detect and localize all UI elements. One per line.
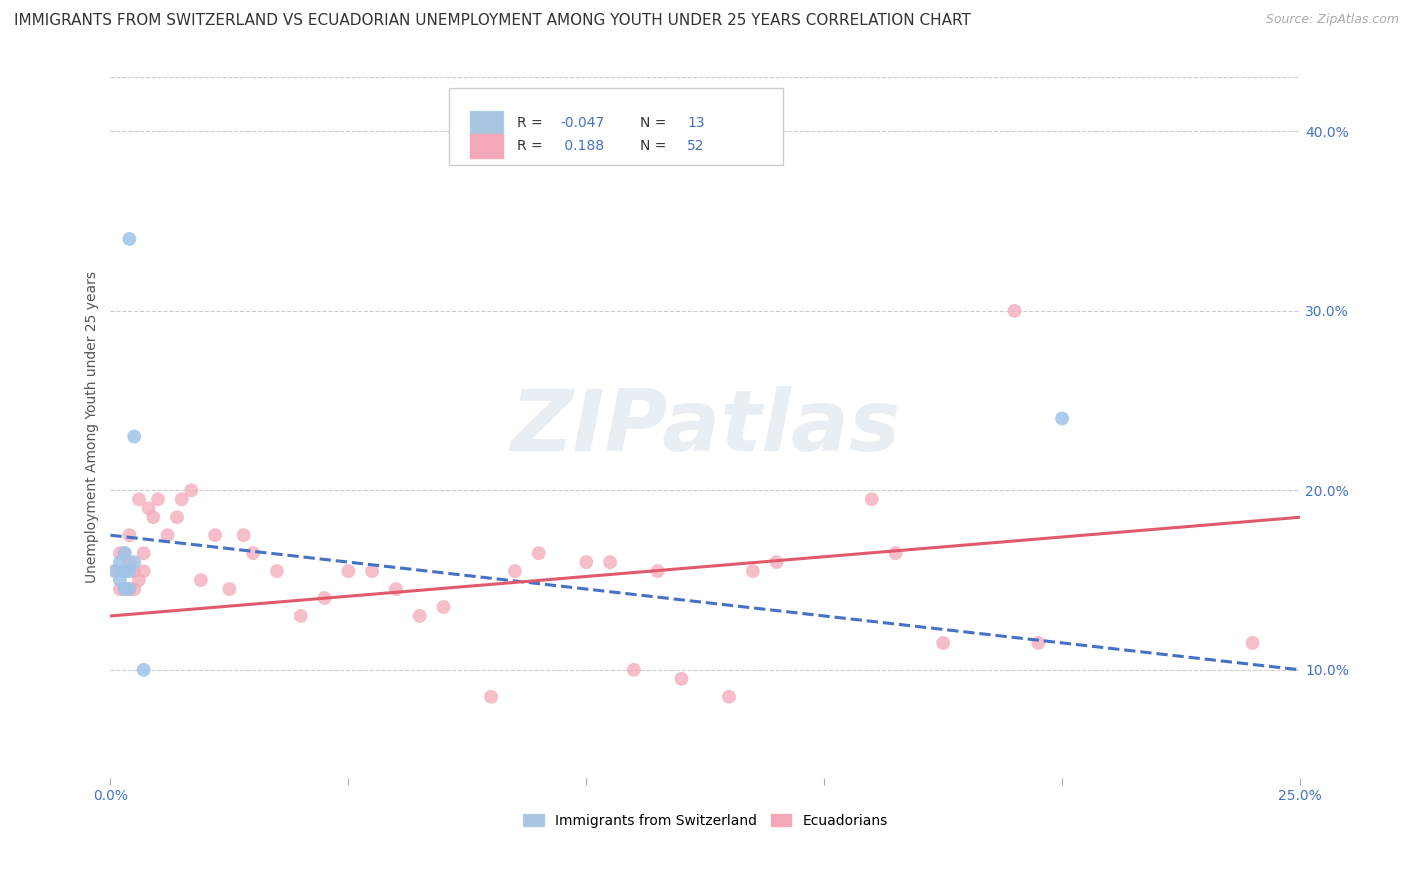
Point	[104, 564, 127, 578]
Point	[122, 564, 145, 578]
Point	[122, 555, 145, 569]
Point	[385, 582, 408, 596]
Point	[142, 510, 165, 524]
Point	[180, 483, 202, 498]
Point	[765, 555, 787, 569]
FancyBboxPatch shape	[470, 111, 503, 136]
Point	[432, 599, 454, 614]
Point	[138, 501, 160, 516]
Point	[647, 564, 669, 578]
Text: N =: N =	[640, 116, 671, 130]
Point	[104, 564, 127, 578]
Point	[108, 555, 131, 569]
Point	[718, 690, 741, 704]
Point	[242, 546, 264, 560]
Point	[527, 546, 550, 560]
Point	[132, 663, 155, 677]
Point	[146, 492, 169, 507]
Text: 0.188: 0.188	[560, 139, 605, 153]
Point	[128, 492, 150, 507]
Point	[232, 528, 254, 542]
Point	[114, 582, 136, 596]
Text: R =: R =	[517, 116, 547, 130]
Text: 13: 13	[688, 116, 704, 130]
Point	[361, 564, 384, 578]
Point	[266, 564, 288, 578]
Point	[314, 591, 336, 605]
Point	[118, 555, 141, 569]
Legend: Immigrants from Switzerland, Ecuadorians: Immigrants from Switzerland, Ecuadorians	[517, 808, 893, 834]
Point	[479, 690, 502, 704]
Point	[599, 555, 621, 569]
Point	[337, 564, 360, 578]
Point	[290, 609, 312, 624]
Text: 52: 52	[688, 139, 704, 153]
Point	[860, 492, 883, 507]
Point	[170, 492, 193, 507]
Point	[409, 609, 432, 624]
Point	[108, 546, 131, 560]
Point	[1028, 636, 1050, 650]
Y-axis label: Unemployment Among Youth under 25 years: Unemployment Among Youth under 25 years	[86, 271, 100, 583]
FancyBboxPatch shape	[470, 134, 503, 158]
Point	[114, 546, 136, 560]
Point	[118, 582, 141, 596]
Point	[118, 528, 141, 542]
Point	[122, 429, 145, 443]
Point	[122, 582, 145, 596]
Text: IMMIGRANTS FROM SWITZERLAND VS ECUADORIAN UNEMPLOYMENT AMONG YOUTH UNDER 25 YEAR: IMMIGRANTS FROM SWITZERLAND VS ECUADORIA…	[14, 13, 972, 29]
Point	[166, 510, 188, 524]
Point	[132, 546, 155, 560]
Point	[128, 573, 150, 587]
Text: ZIPatlas: ZIPatlas	[510, 386, 900, 469]
Point	[132, 564, 155, 578]
Text: -0.047: -0.047	[560, 116, 605, 130]
Point	[114, 564, 136, 578]
Point	[932, 636, 955, 650]
Point	[114, 582, 136, 596]
Point	[114, 546, 136, 560]
Point	[671, 672, 693, 686]
Text: R =: R =	[517, 139, 547, 153]
Point	[575, 555, 598, 569]
Point	[118, 232, 141, 246]
Point	[623, 663, 645, 677]
Text: N =: N =	[640, 139, 671, 153]
Text: Source: ZipAtlas.com: Source: ZipAtlas.com	[1265, 13, 1399, 27]
Point	[108, 573, 131, 587]
Point	[118, 564, 141, 578]
Point	[1004, 303, 1026, 318]
Point	[118, 582, 141, 596]
Point	[1050, 411, 1073, 425]
Point	[108, 582, 131, 596]
Point	[1241, 636, 1264, 650]
Point	[190, 573, 212, 587]
Point	[884, 546, 907, 560]
Point	[741, 564, 763, 578]
FancyBboxPatch shape	[450, 88, 783, 165]
Point	[503, 564, 526, 578]
Point	[114, 564, 136, 578]
Point	[218, 582, 240, 596]
Point	[204, 528, 226, 542]
Point	[156, 528, 179, 542]
